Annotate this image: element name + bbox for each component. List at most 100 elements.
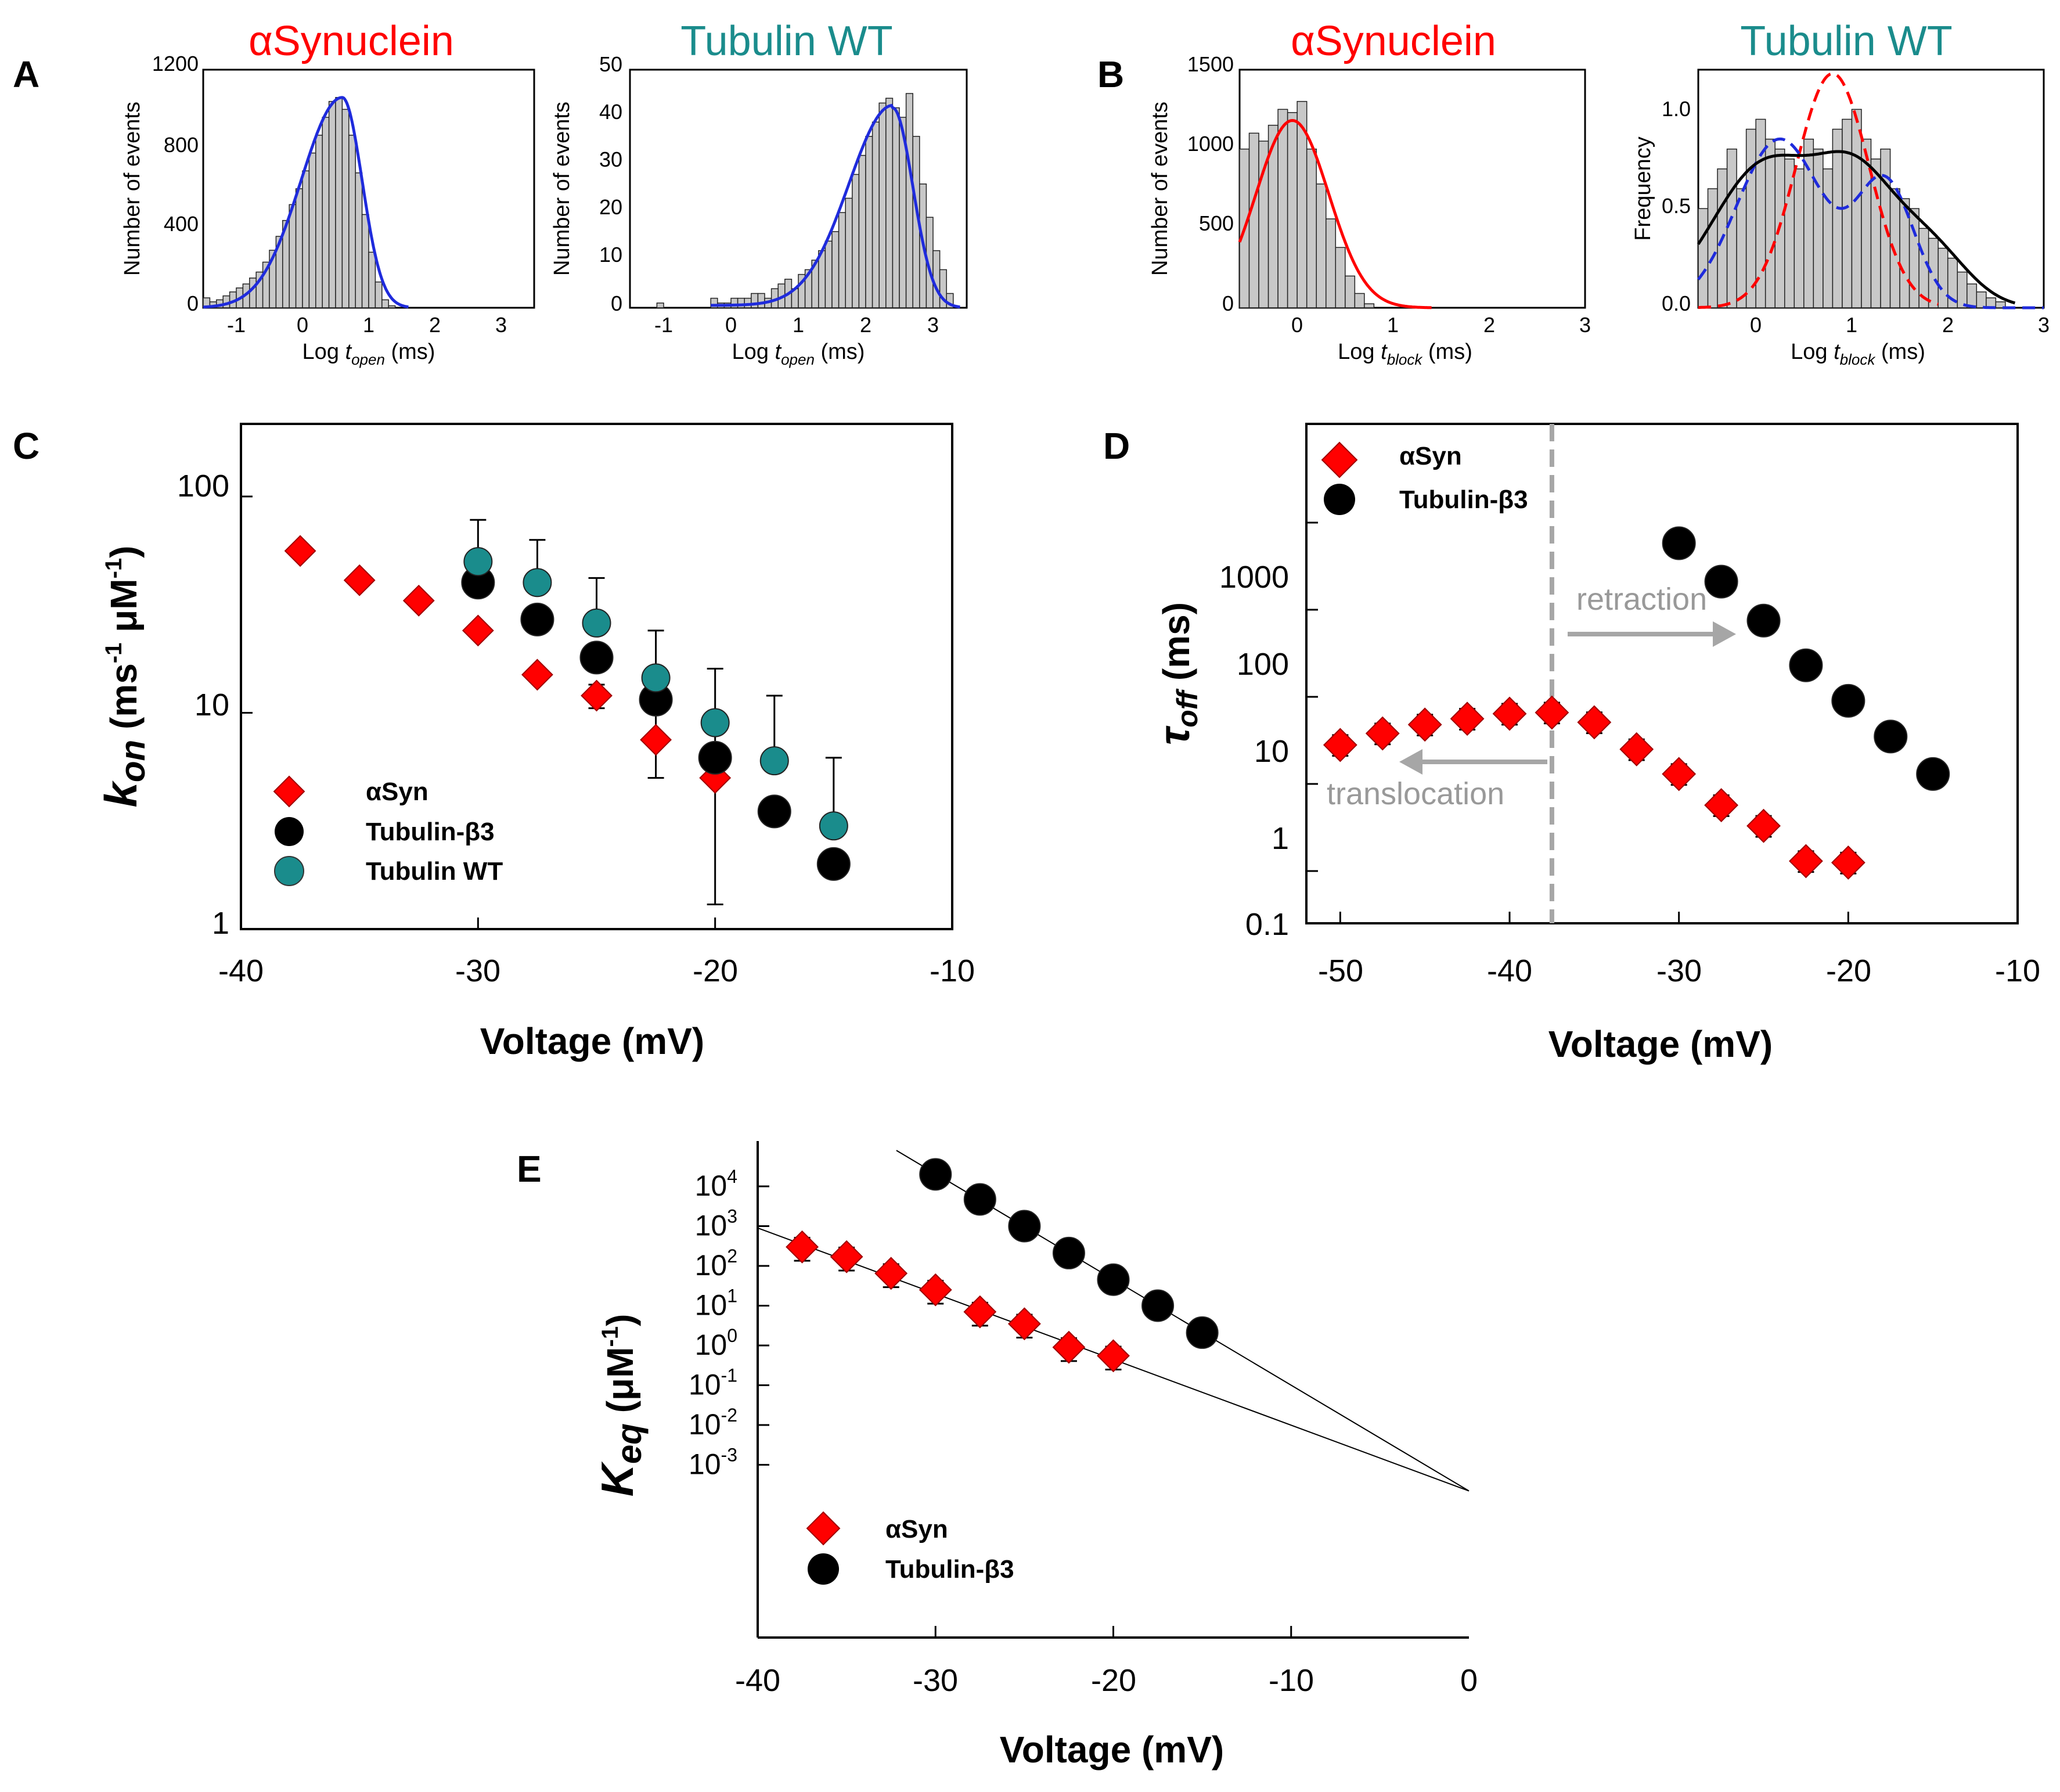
chart-b2-bar — [1842, 118, 1853, 308]
chart-a1-bar — [315, 135, 323, 308]
chart-a1-bar — [249, 278, 257, 308]
chart-e-xlabel: Voltage (mV) — [1000, 1729, 1224, 1771]
chart-e-point-asyn — [1052, 1330, 1086, 1364]
chart-c-point-tubb3 — [579, 640, 614, 675]
chart-c-xlabel: Voltage (mV) — [480, 1020, 704, 1062]
chart-d-xlabel: Voltage (mV) — [1548, 1023, 1773, 1065]
chart-b1-bar — [1335, 247, 1346, 308]
chart-c-point-tubb3 — [520, 602, 554, 636]
chart-e-legend-asyn: αSyn — [885, 1515, 948, 1543]
chart-e-point-tubb3 — [919, 1158, 952, 1191]
chart-d-point-asyn — [1746, 808, 1781, 843]
chart-a2-bar — [892, 107, 900, 308]
chart-b1-xtick: 3 — [1579, 313, 1591, 337]
chart-c-legend-marker-asyn — [273, 775, 305, 808]
chart-a1-xtick: 2 — [429, 313, 441, 337]
chart-b1-fit-line — [1238, 118, 1432, 310]
chart-a2-xlabel: Log topen (ms) — [732, 340, 865, 368]
chart-b1-bar — [1364, 303, 1375, 308]
chart-e-point-tubb3 — [1141, 1289, 1175, 1322]
chart-b1-ytick: 1000 — [1187, 132, 1234, 156]
chart-b2-xtick: 0 — [1750, 313, 1762, 337]
chart-d-ytick: 100 — [1237, 647, 1289, 682]
chart-d-ytick: 1 — [1272, 821, 1289, 856]
chart-d-annotation-translocation: translocation — [1327, 776, 1504, 811]
chart-a2-bar — [757, 293, 765, 308]
chart-e-point-tubb3 — [1052, 1236, 1085, 1269]
chart-d-xtick: -40 — [1487, 953, 1532, 988]
chart-c-legend-asyn: αSyn — [366, 778, 428, 806]
chart-d-point-asyn — [1789, 844, 1823, 879]
chart-b1-bar — [1258, 141, 1269, 308]
chart-a1-ytick: 800 — [164, 133, 199, 157]
chart-a2-ytick: 50 — [599, 52, 622, 76]
chart-e-ytick-label: 103 — [695, 1206, 737, 1242]
chart-d-ytick: 0.1 — [1245, 907, 1289, 942]
chart-a1-bar — [388, 305, 396, 308]
chart-e-ytick-label: 10-2 — [689, 1405, 737, 1441]
chart-d-legend-marker-asyn — [1321, 441, 1358, 478]
chart-d-arrowhead-translocation — [1399, 749, 1422, 775]
chart-a2-bar — [656, 303, 664, 308]
chart-b1-ytick: 500 — [1199, 211, 1234, 235]
chart-c-point-tubwt — [700, 708, 730, 737]
chart-c-legend-tubwt: Tubulin WT — [366, 857, 503, 886]
chart-d-arrowhead-retraction — [1713, 621, 1736, 647]
chart-d-xtick: -20 — [1826, 953, 1871, 988]
chart-b2-bar — [1726, 148, 1737, 308]
chart-d-point-asyn — [1662, 757, 1697, 791]
chart-b1-bar — [1306, 148, 1317, 308]
chart-d-ytick: 1000 — [1219, 560, 1289, 595]
chart-a2-bar — [831, 231, 840, 308]
chart-c-point-tubwt — [463, 547, 493, 577]
chart-b2-bar — [1995, 301, 2006, 308]
chart-a1-xtick: -1 — [227, 313, 246, 337]
chart-c-ytick: 10 — [195, 688, 229, 722]
chart-a1-ytick: 0 — [187, 292, 199, 315]
chart-a2-bar — [858, 154, 866, 308]
chart-a2-xtick: 2 — [860, 313, 871, 337]
chart-a2-bar — [871, 121, 880, 308]
chart-a2-fit-line — [711, 103, 960, 309]
chart-c-point-tubwt — [523, 568, 552, 598]
chart-e-ylabel: Keq (μM-1) — [592, 1314, 649, 1497]
chart-d-point-asyn — [1407, 707, 1442, 742]
chart-b2-bar — [1745, 128, 1756, 308]
chart-c-point-asyn — [581, 679, 613, 712]
chart-e-ytick-label: 101 — [695, 1286, 737, 1322]
chart-a2-bar — [852, 174, 860, 308]
chart-a1-bar — [361, 214, 369, 308]
chart-d-point-tubb3 — [1789, 648, 1823, 682]
chart-a1-xtick: 3 — [495, 313, 507, 337]
chart-e-xtick: 0 — [1460, 1663, 1478, 1698]
chart-b2-fit-black — [1697, 150, 2016, 305]
chart-b1-ytick: 1500 — [1187, 52, 1234, 76]
chart-b2-bar — [1851, 109, 1862, 308]
panel-label-c: C — [13, 425, 39, 467]
panel-label-b: B — [1097, 53, 1124, 95]
chart-c-ytick: 100 — [177, 469, 229, 503]
chart-e-ytick-label: 104 — [695, 1166, 737, 1202]
chart-a1-xlabel: Log topen (ms) — [302, 340, 435, 368]
chart-b2-bar — [1832, 128, 1843, 308]
chart-a1-fit-line — [203, 96, 409, 309]
chart-a2-bar — [865, 136, 873, 308]
chart-a1-ytick: 400 — [164, 212, 199, 236]
chart-b2-fit-red — [1698, 72, 1939, 309]
chart-c-point-asyn — [402, 584, 435, 617]
chart-e-point-tubb3 — [1008, 1210, 1041, 1243]
chart-b1-title: αSynuclein — [1291, 18, 1496, 64]
chart-b1-xtick: 0 — [1291, 313, 1303, 337]
chart-c-point-tubb3 — [698, 740, 732, 775]
chart-b2-bar — [1764, 138, 1776, 308]
chart-a1-title: αSynuclein — [249, 18, 454, 64]
chart-c-xtick: -40 — [218, 953, 264, 988]
panel-label-a: A — [13, 53, 39, 95]
chart-a1-bar — [381, 299, 389, 308]
chart-c-point-asyn — [284, 535, 316, 567]
chart-c-ylabel: kon (ms-1 μM-1) — [95, 545, 152, 807]
chart-d-ytick: 10 — [1254, 734, 1289, 769]
chart-a1-bar — [374, 281, 383, 308]
chart-d-point-asyn — [1450, 701, 1485, 736]
